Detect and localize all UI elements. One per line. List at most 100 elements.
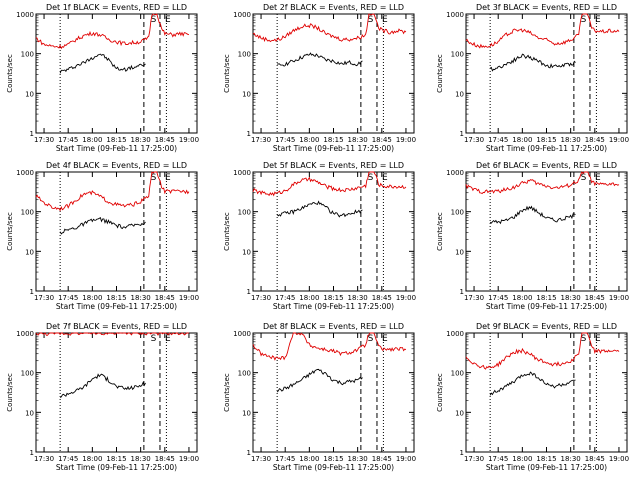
y-tick-label: 100: [21, 51, 34, 59]
plot-frame: [465, 171, 628, 292]
y-tick-label: 100: [451, 370, 464, 378]
plot-frame: [252, 332, 415, 453]
end-marker-label: E: [165, 15, 171, 25]
x-tick-label: 18:00: [299, 455, 319, 463]
y-tick-label: 1000: [446, 169, 464, 177]
x-tick-label: 17:45: [488, 294, 508, 302]
x-tick-label: 18:45: [372, 294, 392, 302]
x-tick-label: 17:45: [488, 136, 508, 144]
x-tick-label: 19:00: [179, 455, 199, 463]
end-marker-label: E: [595, 15, 601, 25]
lld-series-line: [465, 13, 620, 49]
lld-series-line: [465, 332, 620, 370]
x-tick-label: 19:00: [609, 455, 629, 463]
x-tick-label: 18:30: [348, 455, 368, 463]
x-tick-label: 18:15: [106, 294, 126, 302]
end-marker-label: E: [595, 173, 601, 183]
x-tick-label: 18:30: [131, 294, 151, 302]
lld-series-line: [35, 332, 189, 336]
x-axis-label: Start Time (09-Feb-11 17:25:00): [56, 302, 177, 311]
end-marker-label: E: [165, 334, 171, 344]
y-tick-label: 1000: [16, 11, 34, 19]
x-tick-label: 19:00: [179, 136, 199, 144]
y-tick-label: 1000: [16, 330, 34, 338]
x-tick-label: 17:30: [251, 455, 271, 463]
x-axis-label: Start Time (09-Feb-11 17:25:00): [56, 144, 177, 153]
y-tick-label: 10: [455, 90, 464, 98]
x-axis-label: Start Time (09-Feb-11 17:25:00): [486, 463, 607, 472]
y-axis-label: Counts/sec: [223, 212, 231, 251]
y-tick-label: 1: [30, 130, 34, 138]
x-tick-label: 19:00: [396, 294, 416, 302]
start-marker-label: S: [151, 334, 157, 344]
x-tick-label: 18:00: [512, 136, 532, 144]
panel-title: Det 1f BLACK = Events, RED = LLD: [46, 3, 187, 12]
panel-title: Det 4f BLACK = Events, RED = LLD: [46, 161, 187, 170]
y-tick-label: 1: [247, 449, 251, 457]
events-series-line: [59, 53, 146, 74]
y-tick-label: 10: [455, 409, 464, 417]
events-series-line: [59, 217, 146, 235]
y-tick-label: 1: [460, 288, 464, 296]
start-marker-label: S: [151, 173, 157, 183]
x-tick-label: 17:30: [251, 136, 271, 144]
x-tick-label: 18:15: [323, 455, 343, 463]
start-marker-label: S: [368, 334, 374, 344]
x-tick-label: 18:30: [131, 455, 151, 463]
x-axis-label: Start Time (09-Feb-11 17:25:00): [56, 463, 177, 472]
x-tick-label: 18:45: [585, 294, 605, 302]
detector-panel-3: Det 3f BLACK = Events, RED = LLD 1 10 100 10…: [436, 3, 629, 153]
x-axis-label: Start Time (09-Feb-11 17:25:00): [486, 144, 607, 153]
y-tick-label: 1000: [16, 169, 34, 177]
x-axis-label: Start Time (09-Feb-11 17:25:00): [273, 463, 394, 472]
y-tick-label: 1000: [446, 11, 464, 19]
events-series-line: [276, 368, 363, 393]
y-tick-label: 1000: [233, 330, 251, 338]
y-tick-label: 10: [455, 248, 464, 256]
panel-title: Det 2f BLACK = Events, RED = LLD: [263, 3, 404, 12]
y-tick-label: 1: [247, 288, 251, 296]
detector-panel-5: Det 5f BLACK = Events, RED = LLD 1 10 100 10…: [223, 161, 416, 311]
y-tick-label: 100: [21, 370, 34, 378]
x-tick-label: 17:45: [488, 455, 508, 463]
y-tick-label: 1: [30, 288, 34, 296]
end-marker-label: E: [595, 334, 601, 344]
x-tick-label: 18:30: [561, 455, 581, 463]
x-tick-label: 18:15: [536, 136, 556, 144]
x-tick-label: 18:00: [82, 294, 102, 302]
x-tick-label: 19:00: [396, 455, 416, 463]
x-tick-label: 18:30: [348, 294, 368, 302]
lld-series-line: [35, 13, 190, 50]
x-tick-label: 18:00: [299, 294, 319, 302]
x-tick-label: 17:30: [34, 136, 54, 144]
y-tick-label: 100: [238, 370, 251, 378]
start-marker-label: S: [368, 15, 374, 25]
end-marker-label: E: [382, 15, 388, 25]
start-marker-label: S: [581, 173, 587, 183]
x-tick-label: 18:30: [561, 136, 581, 144]
panel-title: Det 9f BLACK = Events, RED = LLD: [476, 322, 617, 331]
x-tick-label: 18:00: [82, 136, 102, 144]
y-tick-label: 1000: [446, 330, 464, 338]
y-axis-label: Counts/sec: [223, 54, 231, 93]
events-series-line: [277, 52, 363, 67]
end-marker-label: E: [165, 173, 171, 183]
x-tick-label: 17:45: [58, 455, 78, 463]
x-tick-label: 17:30: [34, 294, 54, 302]
lld-series-line: [252, 332, 407, 361]
start-marker-label: S: [151, 15, 157, 25]
x-tick-label: 18:30: [348, 136, 368, 144]
x-tick-label: 18:15: [106, 136, 126, 144]
y-tick-label: 1: [460, 449, 464, 457]
start-marker-label: S: [581, 334, 587, 344]
y-tick-label: 100: [238, 51, 251, 59]
detector-panel-1: Det 1f BLACK = Events, RED = LLD 1 10 100 10…: [6, 3, 199, 153]
x-tick-label: 18:30: [131, 136, 151, 144]
events-series-line: [489, 205, 576, 225]
start-marker-label: S: [581, 15, 587, 25]
detector-panel-4: Det 4f BLACK = Events, RED = LLD 1 10 100 10…: [6, 161, 199, 311]
events-series-line: [276, 200, 363, 218]
x-tick-label: 18:45: [155, 136, 175, 144]
y-tick-label: 10: [242, 248, 251, 256]
y-axis-label: Counts/sec: [6, 54, 14, 93]
